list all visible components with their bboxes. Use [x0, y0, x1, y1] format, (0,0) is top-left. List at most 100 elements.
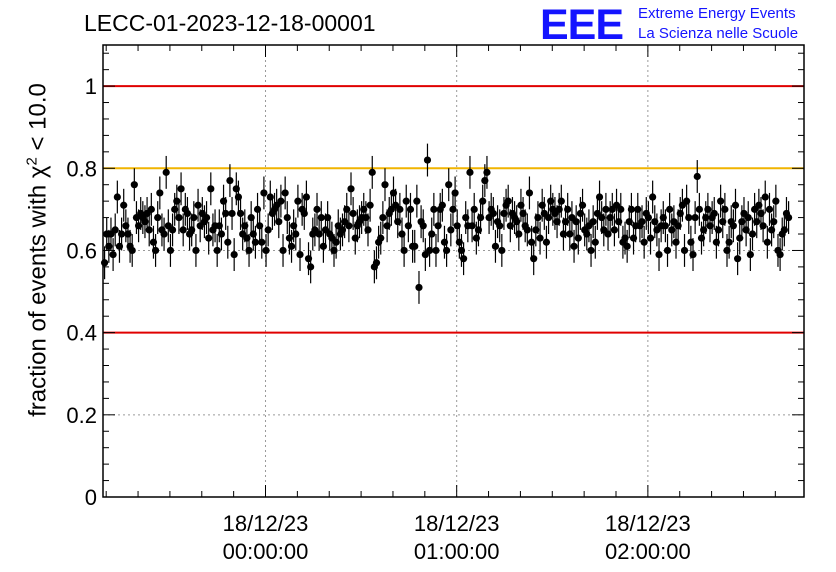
data-point	[260, 189, 268, 197]
data-point	[530, 255, 538, 263]
data-point	[432, 246, 440, 255]
data-point	[498, 246, 506, 255]
data-point	[646, 234, 655, 242]
data-point	[695, 205, 703, 213]
data-point	[281, 189, 289, 197]
data-point	[379, 213, 387, 222]
data-point	[224, 238, 232, 246]
data-point	[744, 213, 752, 222]
data-point	[117, 230, 126, 238]
data-point	[147, 205, 155, 213]
data-point	[283, 213, 291, 222]
data-points	[100, 143, 793, 304]
y-tick-label: 1	[85, 74, 97, 99]
data-point	[160, 230, 168, 238]
data-point	[428, 230, 436, 238]
x-tick-label-time: 00:00:00	[223, 539, 309, 564]
data-point	[202, 213, 211, 222]
data-point	[415, 283, 423, 292]
logo-text-line1: Extreme Energy Events	[638, 5, 796, 22]
data-point	[402, 197, 410, 205]
data-point	[536, 234, 544, 242]
data-point	[438, 201, 446, 209]
data-point	[459, 255, 468, 263]
data-point	[213, 246, 221, 255]
data-point	[649, 193, 657, 201]
grid-lines	[103, 45, 804, 497]
data-point	[748, 230, 757, 238]
logo-text-line2: La Scienza nelle Scuole	[638, 25, 799, 42]
data-point	[623, 242, 631, 250]
data-point	[345, 222, 353, 230]
data-point	[617, 205, 625, 213]
data-point	[447, 226, 455, 234]
data-point	[525, 189, 534, 197]
data-point	[587, 246, 595, 255]
data-point	[264, 226, 272, 234]
data-point	[661, 222, 669, 230]
data-point	[644, 213, 652, 222]
data-point	[442, 246, 451, 255]
data-point	[292, 230, 300, 238]
data-point	[557, 197, 565, 205]
data-point	[666, 205, 674, 213]
data-point	[574, 234, 582, 242]
reference-lines	[103, 85, 804, 334]
data-point	[377, 234, 385, 242]
data-point	[746, 250, 754, 259]
data-point	[761, 193, 769, 201]
eee-logo: EEE Extreme Energy Events La Scienza nel…	[540, 2, 830, 48]
data-point	[287, 242, 296, 250]
eee-logo-mark: EEE	[540, 1, 624, 49]
data-point	[627, 205, 636, 213]
x-tick-label-date: 18/12/23	[223, 511, 309, 536]
data-point	[680, 246, 689, 255]
data-point	[445, 181, 453, 189]
data-point	[151, 246, 160, 255]
data-point	[109, 250, 117, 259]
data-point	[275, 218, 283, 226]
data-point	[689, 250, 697, 259]
data-point	[784, 213, 793, 222]
data-point	[638, 218, 646, 226]
data-point	[714, 226, 723, 234]
data-point	[100, 259, 109, 267]
data-point	[236, 209, 245, 218]
x-tick-label-date: 18/12/23	[414, 511, 500, 536]
data-point	[763, 238, 771, 246]
data-point	[168, 226, 177, 234]
data-point	[145, 226, 153, 234]
plot-title: LECC-01-2023-12-18-00001	[84, 10, 376, 36]
data-point	[207, 185, 215, 193]
data-point	[154, 213, 162, 222]
data-point	[296, 250, 304, 259]
data-point	[589, 218, 597, 226]
data-point	[162, 168, 170, 176]
data-point	[183, 209, 192, 218]
data-point	[496, 222, 504, 230]
data-point	[294, 197, 302, 205]
data-point	[372, 259, 381, 267]
data-point	[523, 226, 531, 234]
data-point	[685, 213, 693, 222]
data-point	[479, 197, 487, 205]
data-point	[279, 246, 287, 255]
data-point	[368, 168, 376, 176]
data-point	[570, 242, 578, 250]
data-point	[602, 205, 610, 213]
data-point	[277, 197, 285, 205]
data-point	[721, 205, 729, 213]
x-tick-label-date: 18/12/23	[605, 511, 691, 536]
data-point	[423, 156, 432, 164]
data-point	[413, 197, 421, 205]
data-point	[190, 213, 198, 222]
y-tick-label: 0.6	[66, 238, 97, 263]
data-point	[491, 242, 500, 250]
data-point	[217, 230, 226, 238]
data-point	[245, 246, 253, 255]
data-point	[772, 197, 780, 205]
data-point	[364, 226, 372, 234]
data-point	[717, 197, 725, 205]
data-point	[226, 177, 234, 185]
data-point	[534, 213, 542, 222]
